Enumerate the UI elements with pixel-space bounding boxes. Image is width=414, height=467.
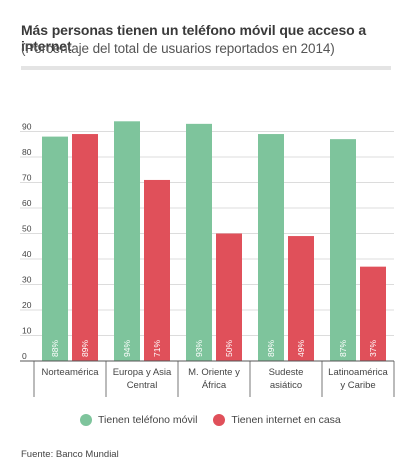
x-tick-label: asiático [270, 380, 302, 391]
chart-title: Más personas tienen un teléfono móvil qu… [21, 22, 367, 54]
legend-item-mobile: Tienen teléfono móvil [80, 414, 197, 426]
legend-label-internet: Tienen internet en casa [231, 414, 341, 426]
bar [258, 134, 284, 361]
x-tick-label: y Caribe [340, 380, 375, 391]
y-tick-label: 60 [22, 198, 32, 208]
bar-data-label: 37% [368, 340, 378, 357]
bar-data-label: 50% [224, 340, 234, 357]
y-tick-label: 0 [22, 351, 27, 361]
bar [144, 179, 170, 361]
y-tick-label: 90 [22, 122, 32, 132]
legend-swatch-mobile [80, 414, 92, 426]
bar [72, 134, 98, 361]
x-tick-label: M. Oriente y [188, 367, 240, 378]
bar [330, 139, 356, 361]
y-tick-label: 70 [22, 173, 32, 183]
bar-data-label: 49% [296, 340, 306, 357]
y-tick-label: 80 [22, 147, 32, 157]
bar-data-label: 89% [266, 340, 276, 357]
x-tick-label: Sudeste [269, 367, 304, 378]
y-tick-label: 20 [22, 300, 32, 310]
y-tick-label: 10 [22, 326, 32, 336]
bar-data-label: 89% [80, 340, 90, 357]
legend: Tienen teléfono móvil Tienen internet en… [80, 410, 357, 430]
bar-data-label: 93% [194, 340, 204, 357]
legend-swatch-internet [213, 414, 226, 426]
bar-data-label: 94% [122, 340, 132, 357]
x-tick-label: África [202, 380, 227, 391]
bar [186, 123, 212, 361]
x-tick-label: Europa y Asia [113, 367, 172, 378]
bar-chart: 0 10 20 30 40 50 60 70 80 90 88% 89% Norteamérica 94%… [20, 121, 395, 397]
bar-data-label: 71% [152, 340, 162, 357]
title-divider [21, 66, 391, 70]
bar [288, 236, 314, 361]
x-tick-label: Central [127, 380, 158, 391]
bar-data-label: 88% [50, 340, 60, 357]
x-tick-label: Latinoamérica [328, 367, 388, 378]
y-tick-label: 50 [22, 224, 32, 234]
bar [42, 136, 68, 361]
bar [114, 121, 140, 361]
chart-subtitle: (Porcentaje del total de usuarios report… [21, 41, 335, 56]
source-note: Fuente: Banco Mundial [21, 449, 119, 460]
x-tick-label: Norteamérica [41, 367, 99, 378]
bar-data-label: 87% [338, 340, 348, 357]
legend-item-internet: Tienen internet en casa [213, 414, 341, 426]
y-tick-label: 30 [22, 275, 32, 285]
bar [360, 266, 386, 361]
bar [216, 233, 242, 361]
legend-label-mobile: Tienen teléfono móvil [98, 414, 198, 426]
y-tick-label: 40 [22, 249, 32, 259]
